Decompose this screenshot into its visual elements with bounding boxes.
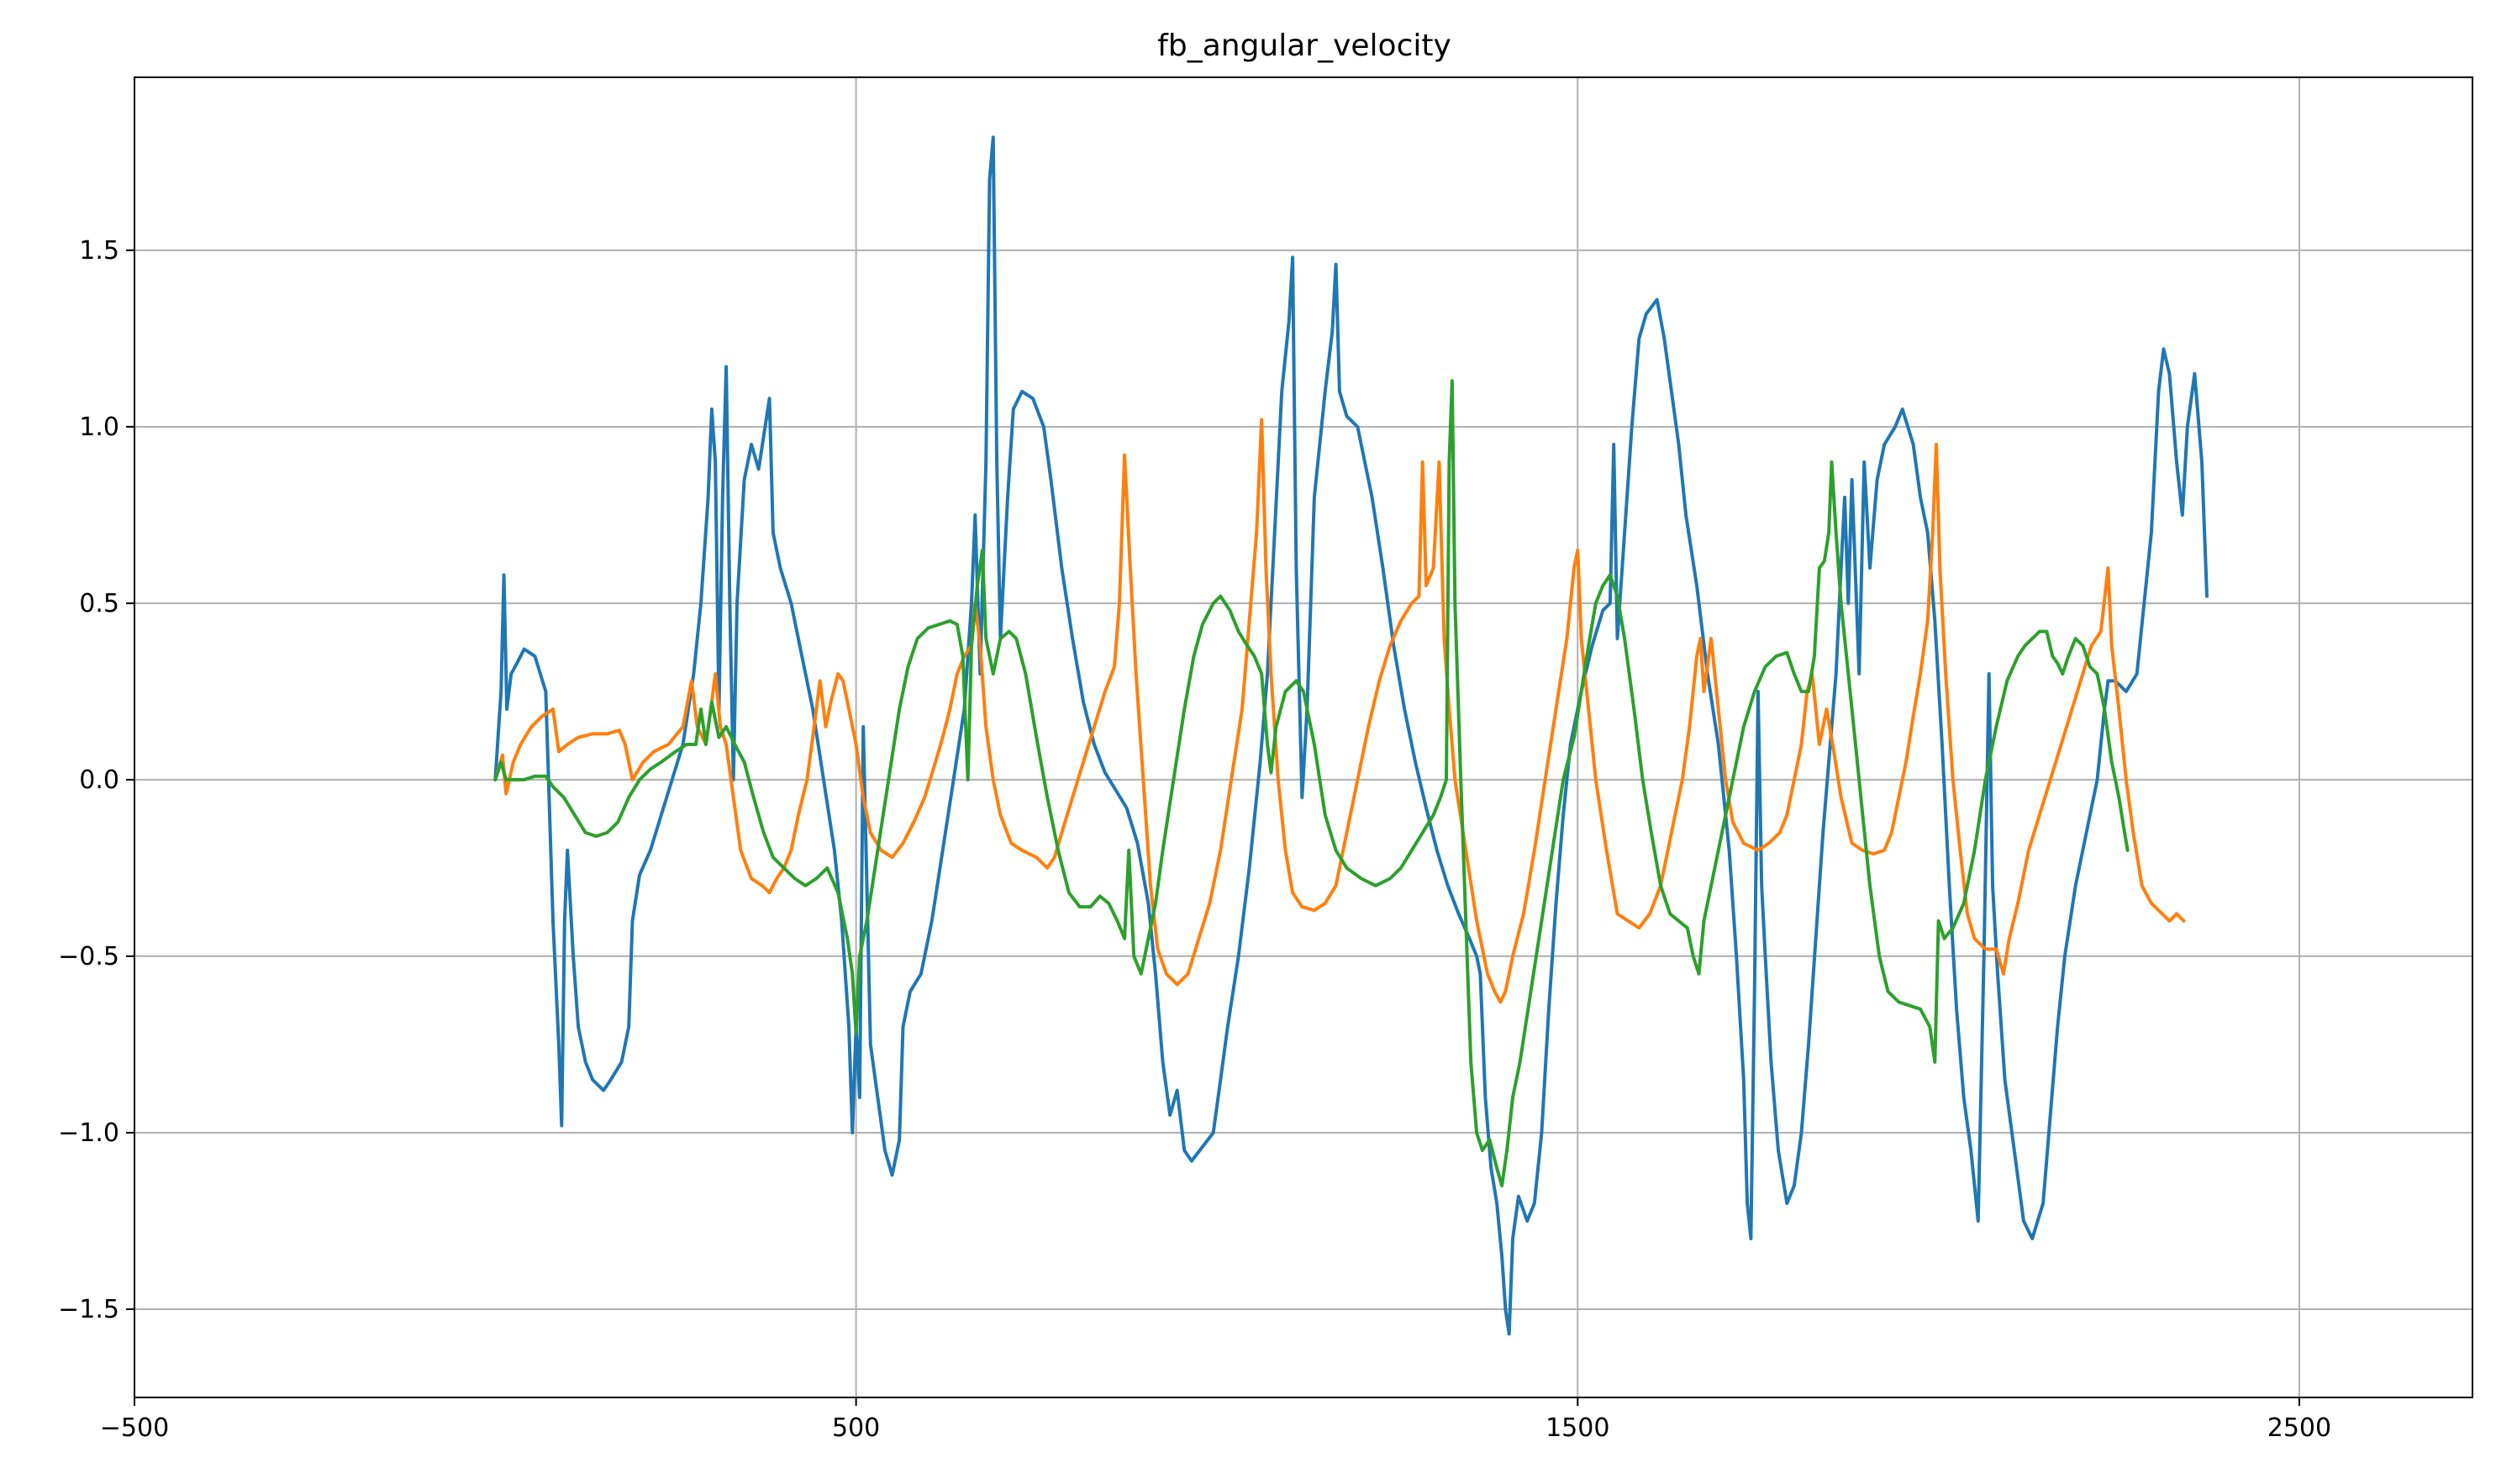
x-tick-label: 500 xyxy=(832,1413,880,1443)
y-axis-ticks: −1.5 −1.0 −0.5 0.0 0.5 1.0 1.5 xyxy=(58,236,134,1324)
chart-title: fb_angular_velocity xyxy=(1157,29,1451,63)
x-tick-label: 2500 xyxy=(2267,1413,2331,1443)
series-line-3 xyxy=(493,379,2130,1187)
y-tick-label: 0.0 xyxy=(79,766,119,795)
x-tick-label: −500 xyxy=(100,1413,169,1443)
series-lines xyxy=(493,135,2209,1336)
series-line-1 xyxy=(493,135,2209,1336)
y-tick-label: 0.5 xyxy=(79,589,119,618)
y-tick-label: −1.0 xyxy=(58,1118,119,1148)
x-axis-ticks: −500 500 1500 2500 xyxy=(100,1397,2331,1443)
y-tick-label: −1.5 xyxy=(58,1295,119,1324)
plot-frame xyxy=(134,76,2473,1398)
y-tick-label: 1.0 xyxy=(79,413,119,442)
x-tick-label: 1500 xyxy=(1546,1413,1609,1443)
y-tick-label: −0.5 xyxy=(58,942,119,971)
y-tick-label: 1.5 xyxy=(79,236,119,266)
series-line-2 xyxy=(493,418,2186,1004)
